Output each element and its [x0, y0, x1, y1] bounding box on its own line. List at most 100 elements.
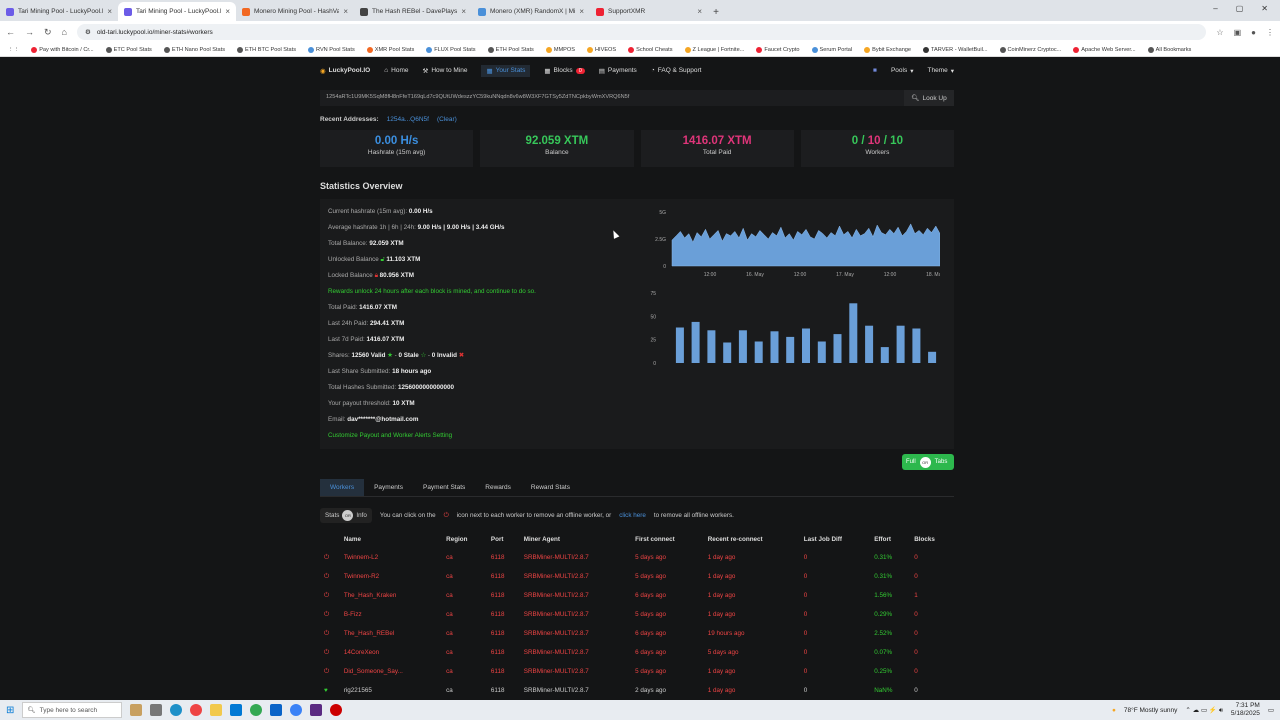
customize-alerts-link[interactable]: Customize Payout and Worker Alerts Setti… [328, 432, 453, 439]
tab-payments[interactable]: Payments [374, 484, 403, 491]
recent-address-link[interactable]: 1254a...Q6N5f [386, 116, 429, 123]
chrome-icon[interactable] [190, 704, 203, 716]
stats-info-toggle[interactable]: Stats OR Info [320, 508, 372, 523]
bookmark-item[interactable]: ETC Pool Stats [105, 46, 152, 53]
windows-start-icon[interactable]: ⊞ [6, 704, 15, 716]
site-info-icon[interactable]: ⚙ [84, 29, 91, 36]
record-icon[interactable] [330, 704, 343, 716]
browser-tab[interactable]: Monero (XMR) RandomX | Min × [472, 2, 590, 21]
app-icon[interactable] [290, 704, 303, 716]
remove-worker-icon[interactable]: ⏻ [324, 610, 329, 618]
nav-faq[interactable]: ◔ FAQ & Support [650, 67, 702, 74]
table-cell[interactable]: B-Fizz [343, 611, 362, 618]
forward-icon[interactable]: → [25, 27, 34, 37]
bookmark-item[interactable]: Apache Web Server... [1073, 46, 1136, 53]
nav-blocks[interactable]: ▦ Blocks 0 [544, 67, 585, 75]
remove-worker-icon[interactable]: ⏻ [324, 667, 329, 675]
bookmark-item[interactable]: TARVER - WalletBuil... [923, 46, 988, 53]
bookmark-item[interactable]: MMPOS [545, 46, 575, 53]
notifications-icon[interactable]: ▭ [1267, 707, 1274, 714]
discord-icon[interactable]: ■ [873, 67, 877, 74]
taskbar-app-icon[interactable] [130, 704, 143, 716]
home-icon[interactable]: ⌂ [61, 27, 67, 37]
column-header[interactable]: Name [343, 536, 361, 543]
outlook-icon[interactable] [270, 704, 283, 716]
new-tab-button[interactable]: + [713, 7, 719, 18]
remove-worker-icon[interactable]: ⏻ [324, 629, 329, 637]
bookmark-item[interactable]: Pay with Bitcoin / Cr... [31, 46, 94, 53]
profile-icon[interactable]: ● [1251, 27, 1256, 37]
reload-icon[interactable]: ↻ [44, 26, 52, 37]
bookmark-item[interactable]: FLUX Pool Stats [426, 46, 476, 53]
table-cell[interactable]: rig221565 [343, 687, 372, 694]
bookmark-item[interactable]: School Cheats [628, 46, 673, 53]
tab-payment-stats[interactable]: Payment Stats [422, 484, 466, 491]
bookmark-star-icon[interactable]: ☆ [1216, 27, 1224, 37]
remove-worker-icon[interactable]: ⏻ [324, 591, 329, 599]
browser-tab[interactable]: SupportXMR × [590, 2, 708, 21]
close-tab-icon[interactable]: × [343, 7, 348, 16]
bookmark-item[interactable]: Faucet Crypto [756, 46, 800, 53]
browser-tab[interactable]: The Hash REBel - DavePlays fu × [354, 2, 472, 21]
browser-tab[interactable]: Tari Mining Pool - LuckyPool.IO × [0, 2, 118, 21]
address-bar[interactable]: ⚙ old-tari.luckypool.io/miner-stats#work… [76, 24, 1207, 40]
full-tabs-toggle[interactable]: Full OR Tabs [902, 454, 954, 470]
bookmark-item[interactable]: HIVEOS [587, 46, 616, 53]
minimize-icon[interactable]: – [1213, 4, 1218, 13]
back-icon[interactable]: ← [6, 27, 15, 37]
remove-worker-icon[interactable]: ⏻ [324, 553, 329, 561]
table-cell[interactable]: The_Hash_REBel [343, 630, 395, 637]
tray-icons[interactable]: ⌃ ☁ ▭ ⚡ 🔊︎ [1185, 706, 1223, 714]
table-cell[interactable]: Twinnem-R2 [343, 573, 380, 580]
column-header[interactable]: Region [446, 536, 468, 543]
task-view-icon[interactable] [150, 704, 163, 716]
column-header[interactable]: Recent re-connect [707, 536, 763, 543]
remove-worker-icon[interactable]: ⏻ [324, 648, 329, 656]
tab-workers[interactable]: Workers [320, 479, 365, 496]
close-tab-icon[interactable]: × [107, 7, 112, 16]
bookmark-item[interactable]: Bybit Exchange [864, 46, 911, 53]
lookup-button[interactable]: 🔍︎ Look Up [904, 90, 954, 106]
store-icon[interactable] [230, 704, 243, 716]
bookmark-item[interactable]: CoinMinerz Cryptoc... [999, 46, 1061, 53]
nav-how-to-mine[interactable]: ⚒ How to Mine [422, 67, 468, 75]
edge-icon[interactable] [170, 704, 183, 716]
close-tab-icon[interactable]: × [697, 7, 702, 16]
maximize-icon[interactable]: ▢ [1235, 4, 1244, 13]
nav-pools[interactable]: Pools ▾ [890, 67, 914, 75]
column-header[interactable]: Blocks [914, 536, 935, 543]
close-tab-icon[interactable]: × [579, 7, 584, 16]
brand-logo[interactable]: ◉ LuckyPool.IO [320, 67, 371, 75]
column-header[interactable]: Port [490, 536, 504, 543]
tab-rewards[interactable]: Rewards [485, 484, 511, 491]
bookmark-item[interactable]: ETH BTC Pool Stats [237, 46, 296, 53]
taskbar-search[interactable]: 🔍︎ Type here to search [22, 702, 123, 718]
apps-icon[interactable]: ⋮⋮ [8, 46, 20, 53]
tab-reward-stats[interactable]: Reward Stats [530, 484, 570, 491]
chrome-alt-icon[interactable] [250, 704, 263, 716]
obs-icon[interactable] [310, 704, 323, 716]
column-header[interactable]: Last Job Diff [803, 536, 842, 543]
nav-home[interactable]: ⌂ Home [384, 67, 409, 74]
nav-theme[interactable]: Theme ▾ [927, 67, 955, 75]
bookmark-item[interactable]: XMR Pool Stats [366, 46, 414, 53]
column-header[interactable]: Miner Agent [523, 536, 560, 543]
browser-tab[interactable]: Tari Mining Pool - LuckyPool.IO × [118, 2, 236, 21]
table-cell[interactable]: Twinnem-L2 [343, 554, 379, 561]
menu-icon[interactable]: ⋮ [1266, 27, 1274, 37]
column-header[interactable]: First connect [635, 536, 675, 543]
table-cell[interactable]: The_Hash_Kraken [343, 592, 397, 599]
nav-your-stats[interactable]: ▦ Your Stats [481, 64, 531, 77]
bookmark-item[interactable]: Z League | Fortnite... [684, 46, 744, 53]
bookmark-item[interactable]: All Bookmarks [1147, 46, 1191, 53]
remove-worker-icon[interactable]: ⏻ [324, 572, 329, 580]
close-tab-icon[interactable]: × [461, 7, 466, 16]
bookmark-item[interactable]: Serum Portal [811, 46, 852, 53]
table-cell[interactable]: 14CoreXeon [343, 649, 380, 656]
column-header[interactable]: Effort [874, 536, 892, 543]
close-window-icon[interactable]: ✕ [1261, 4, 1268, 13]
clear-recent-link[interactable]: (Clear) [436, 116, 457, 123]
browser-tab[interactable]: Monero Mining Pool - HashVa × [236, 2, 354, 21]
bookmark-item[interactable]: ETH Nano Pool Stats [163, 46, 225, 53]
file-explorer-icon[interactable] [210, 704, 223, 716]
